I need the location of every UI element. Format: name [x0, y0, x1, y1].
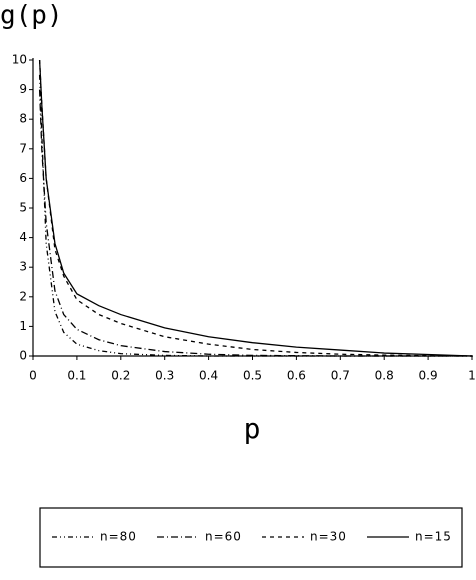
y-tick-label: 10	[12, 53, 27, 67]
x-axis-label: p	[244, 412, 261, 445]
y-axis-label: g(p)	[0, 1, 63, 31]
x-tick-label: 1	[468, 369, 476, 383]
y-tick-label: 1	[19, 319, 27, 333]
x-tick-label: 0.9	[419, 369, 438, 383]
legend-label: n=60	[205, 530, 242, 544]
y-tick-label: 7	[19, 141, 27, 155]
y-tick-label: 6	[19, 171, 27, 185]
legend-label: n=80	[100, 530, 137, 544]
y-tick-label: 3	[19, 260, 27, 274]
y-tick-label: 5	[19, 201, 27, 215]
y-tick-label: 8	[19, 112, 27, 126]
series-line	[38, 74, 472, 357]
legend-label: n=15	[415, 530, 452, 544]
series-line	[38, 59, 473, 357]
x-tick-label: 0.3	[155, 369, 174, 383]
y-tick-label: 4	[19, 230, 27, 244]
x-tick-label: 0.1	[67, 369, 86, 383]
x-tick-label: 0.6	[287, 369, 306, 383]
x-tick-label: 0.4	[199, 369, 218, 383]
series-line	[38, 89, 472, 357]
legend-box	[39, 507, 463, 568]
x-tick-label: 0.2	[111, 369, 130, 383]
legend-label: n=30	[310, 530, 347, 544]
y-tick-label: 9	[19, 82, 27, 96]
x-tick-label: 0.7	[331, 369, 350, 383]
y-tick-label: 0	[19, 349, 27, 363]
y-tick-label: 2	[19, 289, 27, 303]
x-tick-label: 0.8	[375, 369, 394, 383]
x-tick-label: 0	[29, 369, 37, 383]
series-line	[38, 59, 473, 357]
x-tick-label: 0.5	[243, 369, 262, 383]
